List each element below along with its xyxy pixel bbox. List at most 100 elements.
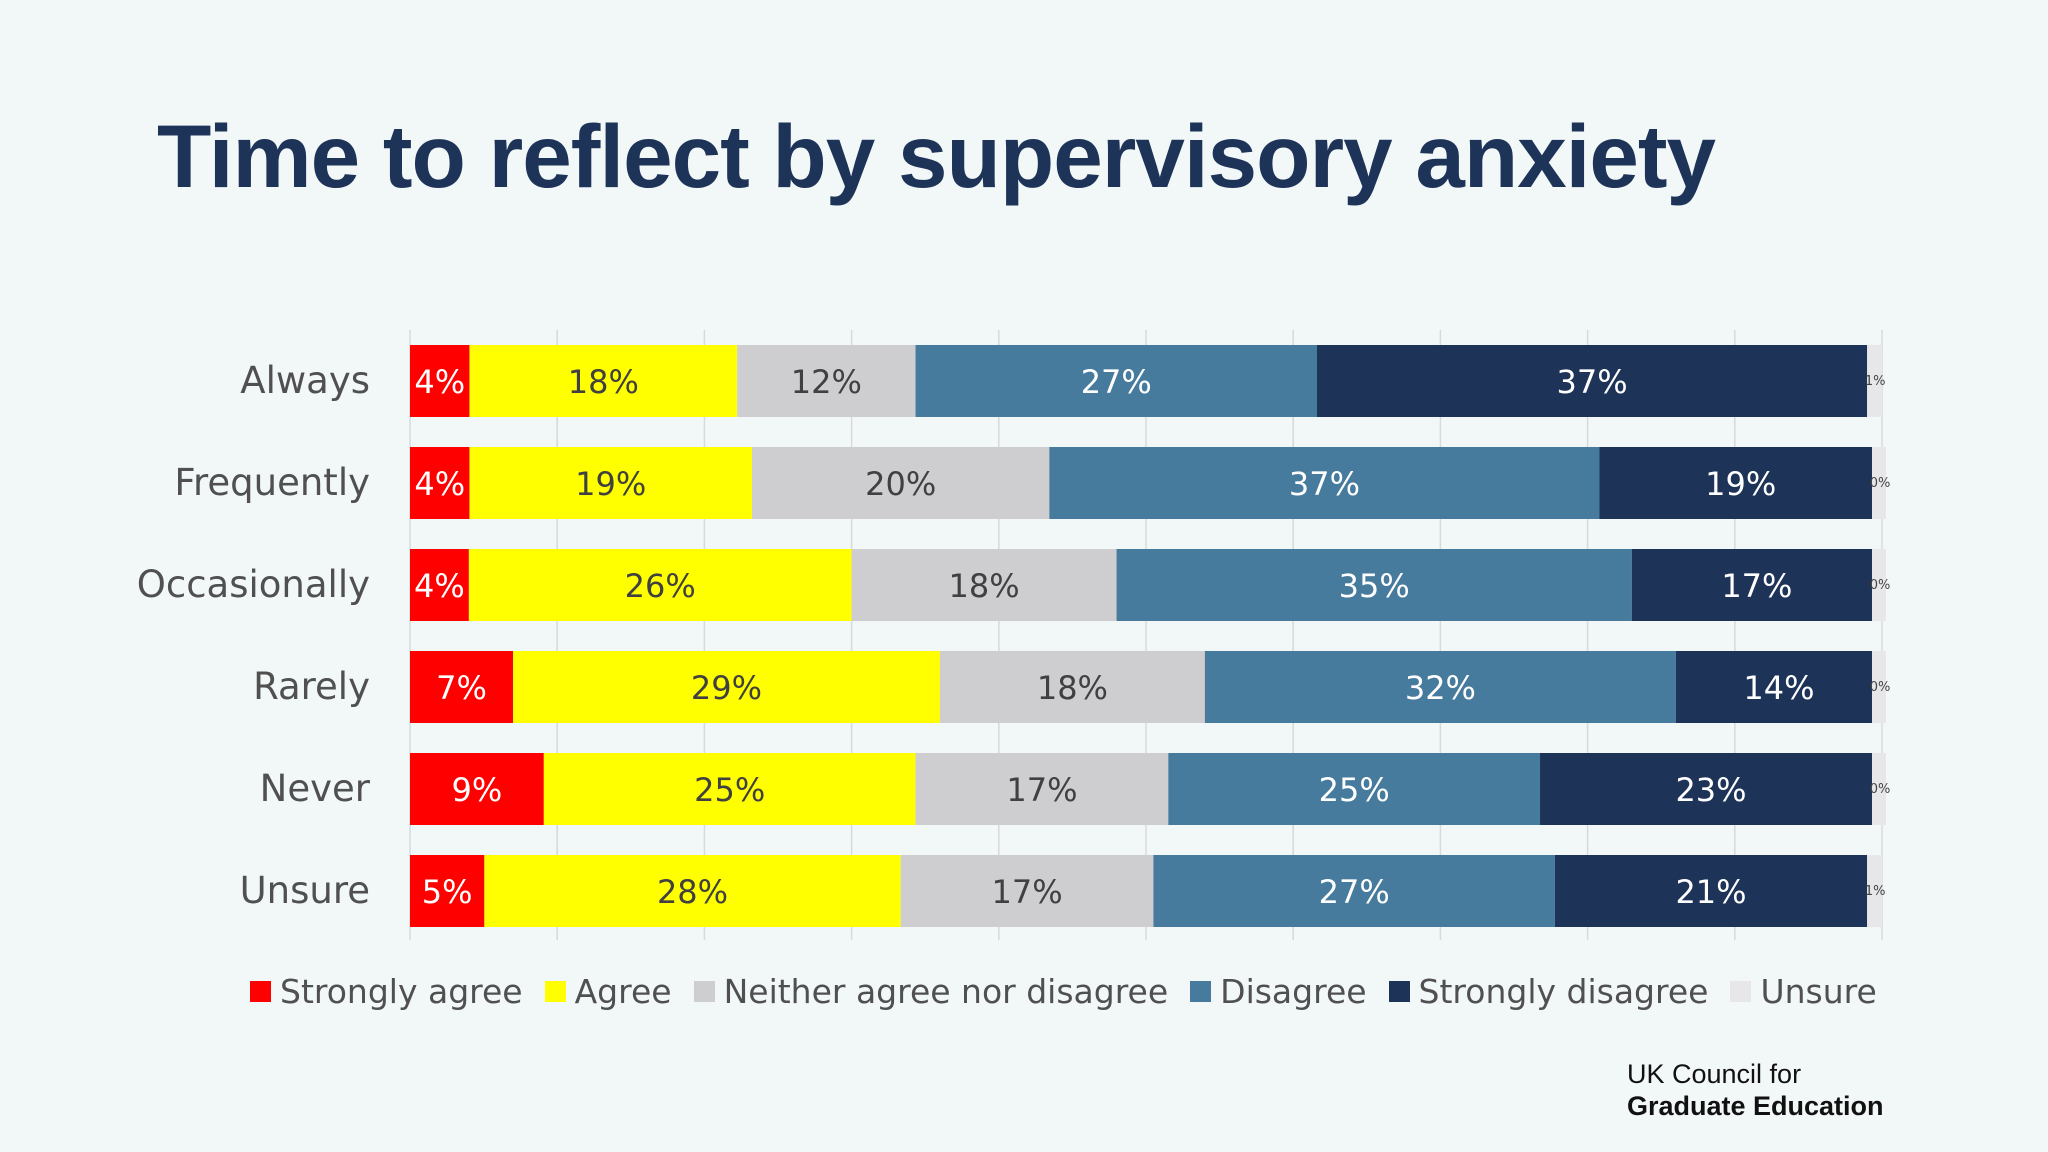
bar-segments: 4% 18% 12% 27% 37% 1% 4% 19% 20% 37% 19% 0% 4% 26% 18%… — [410, 345, 1890, 927]
data-label: 7% — [436, 669, 487, 707]
bar-segment — [1599, 447, 1882, 519]
bar-segment — [469, 345, 738, 417]
legend-item: Strongly agree — [250, 972, 523, 1011]
bar-segment — [410, 447, 470, 519]
data-label: 1% — [1865, 374, 1886, 389]
data-label: 37% — [1289, 465, 1360, 503]
legend-swatch — [1388, 981, 1410, 1002]
bar-segment — [1675, 651, 1882, 723]
data-label: 17% — [1006, 771, 1077, 809]
data-label: 18% — [1037, 669, 1108, 707]
bar-segment — [1049, 447, 1600, 519]
legend-swatch — [693, 981, 715, 1002]
legend-item: Disagree — [1190, 972, 1367, 1011]
bar-segment — [1867, 345, 1882, 417]
bar-segment — [543, 753, 916, 825]
data-label: 19% — [575, 465, 646, 503]
brand-line-1: UK Council for — [1627, 1059, 1802, 1089]
category-label: Occasionally — [137, 563, 370, 606]
category-label: Always — [240, 359, 370, 402]
bar-segment — [468, 549, 852, 621]
data-label: 26% — [625, 567, 696, 605]
data-label: 27% — [1319, 873, 1390, 911]
category-labels: Always Frequently Occasionally Rarely Never U… — [137, 359, 371, 912]
data-label: 37% — [1556, 363, 1627, 401]
bar-segment — [1168, 753, 1541, 825]
bar-segment — [1554, 855, 1868, 927]
data-label: 25% — [694, 771, 765, 809]
brand-line-2: Graduate Education — [1627, 1091, 1884, 1121]
legend-swatch — [1730, 981, 1752, 1002]
bar-segment — [410, 549, 469, 621]
data-label: 0% — [1870, 680, 1891, 695]
bar-segment — [915, 345, 1317, 417]
data-label: 18% — [568, 363, 639, 401]
data-label: 4% — [414, 465, 465, 503]
bar-segment — [1867, 855, 1882, 927]
category-label: Never — [260, 767, 371, 810]
legend-label: Disagree — [1220, 972, 1367, 1011]
legend-label: Strongly agree — [280, 972, 523, 1011]
data-label: 9% — [452, 771, 503, 809]
data-label: 4% — [414, 567, 465, 605]
data-label: 5% — [422, 873, 473, 911]
bar-segment — [915, 753, 1169, 825]
data-label: 1% — [1865, 884, 1886, 899]
data-label: 19% — [1705, 465, 1776, 503]
legend-item: Unsure — [1730, 972, 1877, 1011]
data-label: 17% — [1721, 567, 1792, 605]
data-label: 23% — [1675, 771, 1746, 809]
bar-segment — [410, 753, 544, 825]
bar-segment — [1204, 651, 1676, 723]
bar-segment — [1872, 753, 1886, 825]
bar-segment — [410, 345, 470, 417]
bar-segment — [900, 855, 1154, 927]
legend-item: Neither agree nor disagree — [693, 972, 1169, 1011]
data-label: 29% — [691, 669, 762, 707]
category-label: Unsure — [240, 869, 370, 912]
gridlines — [409, 330, 1883, 940]
legend-label: Neither agree nor disagree — [723, 972, 1169, 1011]
chart-title: Time to reflect by supervisory anxiety — [157, 106, 1716, 206]
bar-segment — [513, 651, 940, 723]
bar-segment — [469, 447, 752, 519]
data-label: 14% — [1743, 669, 1814, 707]
legend-swatch — [544, 981, 566, 1002]
data-label: 0% — [1870, 782, 1891, 797]
data-label: 32% — [1405, 669, 1476, 707]
data-label: 17% — [991, 873, 1062, 911]
category-label: Frequently — [174, 461, 370, 504]
bar-segment — [1631, 549, 1882, 621]
legend-label: Unsure — [1760, 972, 1877, 1011]
legend-item: Strongly disagree — [1388, 972, 1709, 1011]
data-label: 25% — [1319, 771, 1390, 809]
legend-swatch — [250, 981, 271, 1002]
chart-legend: Strongly agree Agree Neither agree nor dis… — [250, 972, 1899, 1011]
bar-segment — [410, 855, 485, 927]
bar-segment — [939, 651, 1205, 723]
bar-segment — [751, 447, 1050, 519]
data-label: 20% — [865, 465, 936, 503]
bar-segment — [737, 345, 916, 417]
bar-segment — [1116, 549, 1632, 621]
data-label: 28% — [657, 873, 728, 911]
bar-segment — [1872, 651, 1886, 723]
data-label: 35% — [1339, 567, 1410, 605]
legend-item: Agree — [544, 972, 672, 1011]
category-label: Rarely — [253, 665, 370, 708]
data-label: 0% — [1870, 476, 1891, 491]
bar-segment — [1153, 855, 1555, 927]
legend-label: Agree — [574, 972, 672, 1011]
data-label: 21% — [1675, 873, 1746, 911]
data-label: 18% — [949, 567, 1020, 605]
legend-label: Strongly disagree — [1418, 972, 1709, 1011]
data-label: 12% — [791, 363, 862, 401]
legend-swatch — [1190, 981, 1212, 1002]
data-label: 0% — [1870, 578, 1891, 593]
bar-segment — [410, 651, 514, 723]
data-label: 4% — [414, 363, 465, 401]
data-label: 27% — [1081, 363, 1152, 401]
branding-logo-text: UK Council for Graduate Education — [1627, 1058, 1884, 1122]
bar-segment — [1872, 447, 1886, 519]
